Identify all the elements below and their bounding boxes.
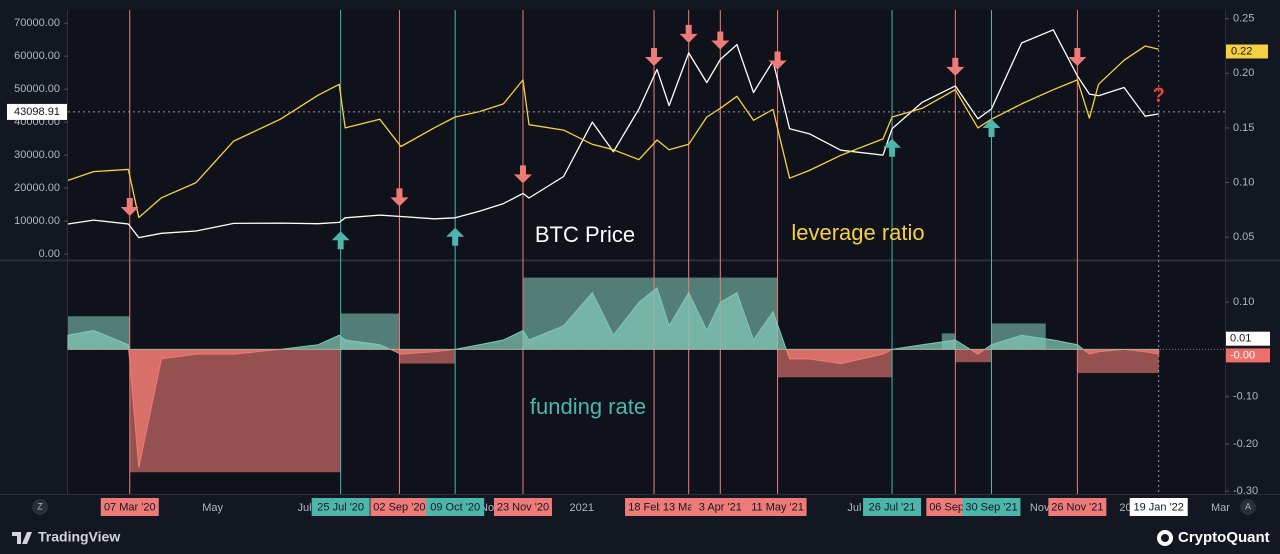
event-date-box — [748, 498, 807, 516]
x-tick-label: 2021 — [569, 502, 593, 514]
y-tick-label: 60000.00 — [14, 50, 60, 62]
event-date-label: 3 Apr '21 — [699, 501, 742, 513]
event-arrow — [768, 51, 787, 70]
series-label: BTC Price — [535, 222, 635, 247]
y-tick-label: 0.00 — [39, 248, 60, 260]
event-date-box — [1048, 498, 1107, 516]
y2-tick-label: 0.10 — [1233, 176, 1254, 188]
y-tick-label: 50000.00 — [14, 83, 60, 95]
event-date-label: 26 Nov '21 — [1051, 501, 1103, 513]
event-date-box — [100, 498, 159, 516]
y-tick-label: 20000.00 — [14, 182, 60, 194]
y2-last-value-tag — [1226, 44, 1268, 59]
series-line — [67, 45, 1159, 219]
question-annotation: ? — [1153, 84, 1165, 106]
event-date-label: 09 Oct '20 — [430, 501, 480, 513]
funding-regime — [129, 349, 341, 473]
event-arrow — [679, 24, 698, 43]
crosshair-date-box — [1129, 498, 1188, 516]
funding-regime — [955, 349, 992, 363]
event-date-label: 25 Jul '20 — [317, 501, 364, 513]
event-arrow — [883, 138, 902, 157]
event-date-label: 02 Sep '20 — [373, 501, 425, 513]
event-date-box — [691, 498, 750, 516]
y-tick-label: 30000.00 — [14, 149, 60, 161]
brand-left: TradingView — [38, 529, 120, 545]
y-tick-label: -0.10 — [1233, 391, 1258, 403]
event-date-box — [962, 498, 1021, 516]
y2-tick-label: 0.25 — [1233, 13, 1254, 25]
event-arrow — [946, 57, 965, 76]
back-layer: 0.00 10000.00 20000.00 30000.00 40000.00 5000… — [14, 10, 1258, 514]
series-label: leverage ratio — [791, 220, 924, 245]
event-date-label: 23 Nov '20 — [497, 501, 549, 513]
event-date-box — [311, 498, 370, 516]
event-date-box — [426, 498, 485, 516]
y-tick-label: 40000.00 — [14, 116, 60, 128]
y-tick-label: -0.20 — [1233, 438, 1258, 450]
scale-button-label[interactable]: Z — [37, 501, 43, 511]
event-arrow — [645, 47, 664, 66]
brand-right: CryptoQuant — [1178, 529, 1270, 546]
crosshair-price-box — [7, 103, 67, 120]
x-tick-label: Mar — [1211, 502, 1230, 514]
event-date-label: 26 Jul '21 — [869, 501, 916, 513]
funding-area — [67, 287, 1160, 468]
y2-tick-label: 0.20 — [1233, 67, 1254, 79]
event-date-box — [493, 498, 552, 516]
event-date-label: 07 Mar '20 — [104, 501, 156, 513]
event-arrow — [331, 231, 350, 250]
auto-button-label[interactable]: A — [1245, 501, 1251, 511]
event-date-label: 11 May '21 — [751, 501, 804, 513]
scale-button[interactable] — [32, 499, 48, 515]
series-line — [67, 29, 1159, 239]
event-arrow — [711, 31, 730, 50]
tradingview-logo — [12, 532, 32, 544]
event-arrow — [446, 227, 465, 246]
last-value-tag — [1226, 331, 1270, 346]
last-value-tag — [1226, 348, 1270, 363]
data-layer — [67, 29, 1160, 468]
crosshair-date-label: 19 Jan '22 — [1134, 501, 1184, 513]
last-value-label: -0.00 — [1230, 349, 1255, 361]
y-tick-label: -0.30 — [1233, 485, 1258, 497]
crosshair-price-label: 43098.91 — [14, 106, 60, 118]
cryptoquant-logo — [1157, 530, 1173, 546]
funding-regime — [1077, 349, 1159, 374]
x-tick-label: Nov — [1030, 502, 1050, 514]
x-tick-label: Jul — [847, 502, 861, 514]
series-label: funding rate — [530, 394, 646, 419]
y-tick-label: 70000.00 — [14, 17, 60, 29]
event-arrow — [513, 165, 532, 184]
event-date-box — [863, 498, 922, 516]
x-tick-label: Jul — [297, 502, 311, 514]
y2-last-value-label: 0.22 — [1231, 45, 1252, 57]
event-arrow — [120, 197, 139, 216]
y-tick-label: 0.10 — [1233, 296, 1254, 308]
auto-button[interactable] — [1240, 499, 1256, 515]
y-tick-label: 10000.00 — [14, 215, 60, 227]
event-date-label: 30 Sep '21 — [965, 501, 1017, 513]
event-arrow — [390, 188, 409, 207]
y2-tick-label: 0.05 — [1233, 231, 1254, 243]
event-date-box — [370, 498, 429, 516]
last-value-label: 0.01 — [1230, 333, 1251, 345]
event-arrow — [982, 118, 1001, 137]
event-arrow — [1068, 47, 1087, 66]
x-tick-label: May — [202, 502, 223, 514]
y2-tick-label: 0.15 — [1233, 122, 1254, 134]
